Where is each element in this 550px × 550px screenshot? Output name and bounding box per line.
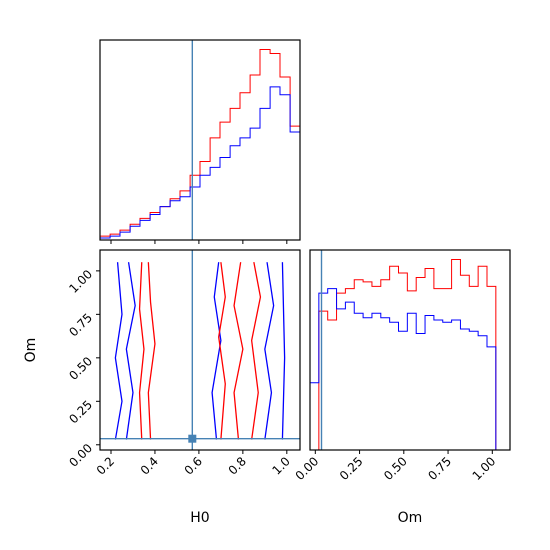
h0-om-contour-panel: 0.2 0.4 0.6 0.8 1.0 0.00 0.25 0.50 0.75 1.00 [66, 249, 301, 478]
om-tick-label: 1.00 [470, 454, 499, 483]
om-y-tick-label: 0.50 [66, 354, 95, 383]
h0-tick-label: 0.2 [94, 454, 117, 477]
om-blue-histogram [309, 288, 505, 451]
h0-histogram-panel [99, 39, 301, 244]
h0-histogram-frame [99, 39, 301, 241]
om-tick-label: 0.75 [425, 454, 454, 483]
om-histogram-frame [309, 249, 511, 451]
om-axis-label: Om [398, 510, 423, 526]
blue-contour [264, 262, 275, 440]
om-tick-label: 0.00 [293, 454, 322, 483]
blue-contour [114, 262, 123, 440]
om-y-axis-label: Om [23, 338, 39, 363]
truth-marker [188, 434, 197, 443]
blue-contour [281, 262, 286, 440]
h0-blue-histogram [99, 86, 301, 240]
red-contour [138, 262, 145, 440]
red-contour [147, 262, 156, 440]
h0-tick-label: 0.4 [138, 454, 161, 477]
blue-contour [125, 262, 136, 440]
red-contour [218, 262, 226, 440]
h0-tick-label: 1.0 [270, 454, 293, 477]
om-histogram-panel: 0.00 0.25 0.50 0.75 1.00 [293, 249, 511, 483]
om-red-histogram [310, 259, 505, 451]
om-y-tick-label: 0.75 [66, 311, 95, 340]
h0-tick-label: 0.6 [182, 454, 205, 477]
om-tick-label: 0.50 [381, 454, 410, 483]
h0-axis-label: H0 [190, 510, 209, 526]
blue-contour [211, 262, 222, 440]
om-y-tick-label: 0.25 [66, 398, 95, 427]
om-y-tick-label: 1.00 [66, 267, 95, 296]
red-contour [233, 262, 244, 440]
red-contour [250, 262, 262, 440]
joint-frame [99, 249, 301, 451]
om-y-tick-label: 0.00 [66, 441, 95, 470]
om-tick-label: 0.25 [337, 454, 366, 483]
h0-tick-label: 0.8 [226, 454, 249, 477]
h0-red-histogram [99, 49, 301, 240]
